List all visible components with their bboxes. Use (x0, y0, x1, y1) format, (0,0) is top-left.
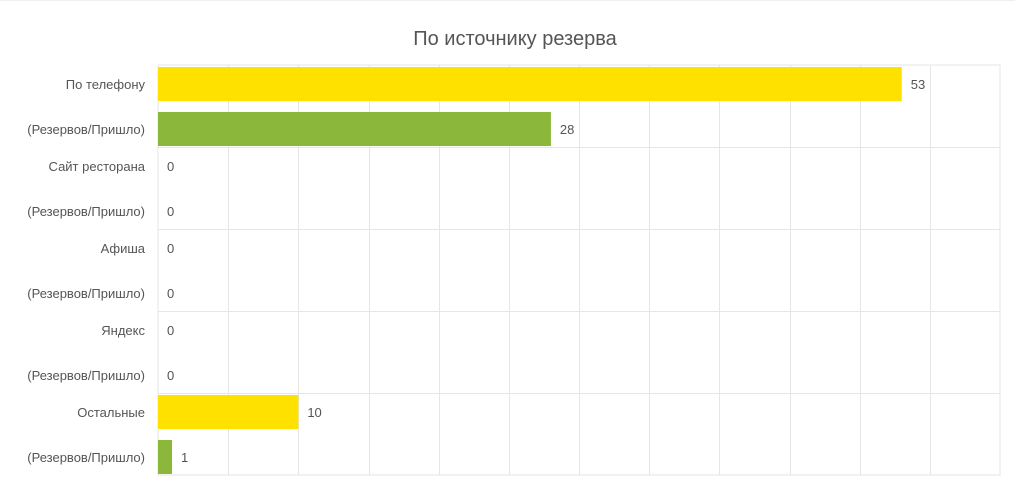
category-label: По телефону (66, 77, 146, 92)
category-sublabel: (Резервов/Пришло) (27, 122, 145, 137)
category-sublabel: (Резервов/Пришло) (27, 450, 145, 465)
value-label: 1 (181, 450, 188, 465)
category-label: Афиша (101, 241, 146, 256)
value-label: 0 (167, 204, 174, 219)
value-labels: 53 28 0 0 0 0 0 0 10 1 (167, 77, 925, 465)
category-label: Яндекс (101, 323, 145, 338)
bar (158, 395, 299, 429)
category-label: Сайт ресторана (49, 159, 146, 174)
bars (158, 67, 902, 474)
category-sublabel: (Резервов/Пришло) (27, 286, 145, 301)
value-label: 28 (560, 122, 574, 137)
value-label: 53 (911, 77, 925, 92)
bar (158, 112, 551, 146)
category-sublabel: (Резервов/Пришло) (27, 368, 145, 383)
value-label: 0 (167, 323, 174, 338)
category-labels: По телефону (Резервов/Пришло) Сайт рестора… (27, 77, 145, 465)
value-label: 10 (307, 405, 321, 420)
value-label: 0 (167, 241, 174, 256)
category-sublabel: (Резервов/Пришло) (27, 204, 145, 219)
value-label: 0 (167, 286, 174, 301)
value-label: 0 (167, 368, 174, 383)
chart-title: По источнику резерва (413, 28, 617, 50)
bar (158, 440, 173, 474)
category-label: Остальные (77, 405, 145, 420)
value-label: 0 (167, 159, 174, 174)
bar (158, 67, 902, 101)
